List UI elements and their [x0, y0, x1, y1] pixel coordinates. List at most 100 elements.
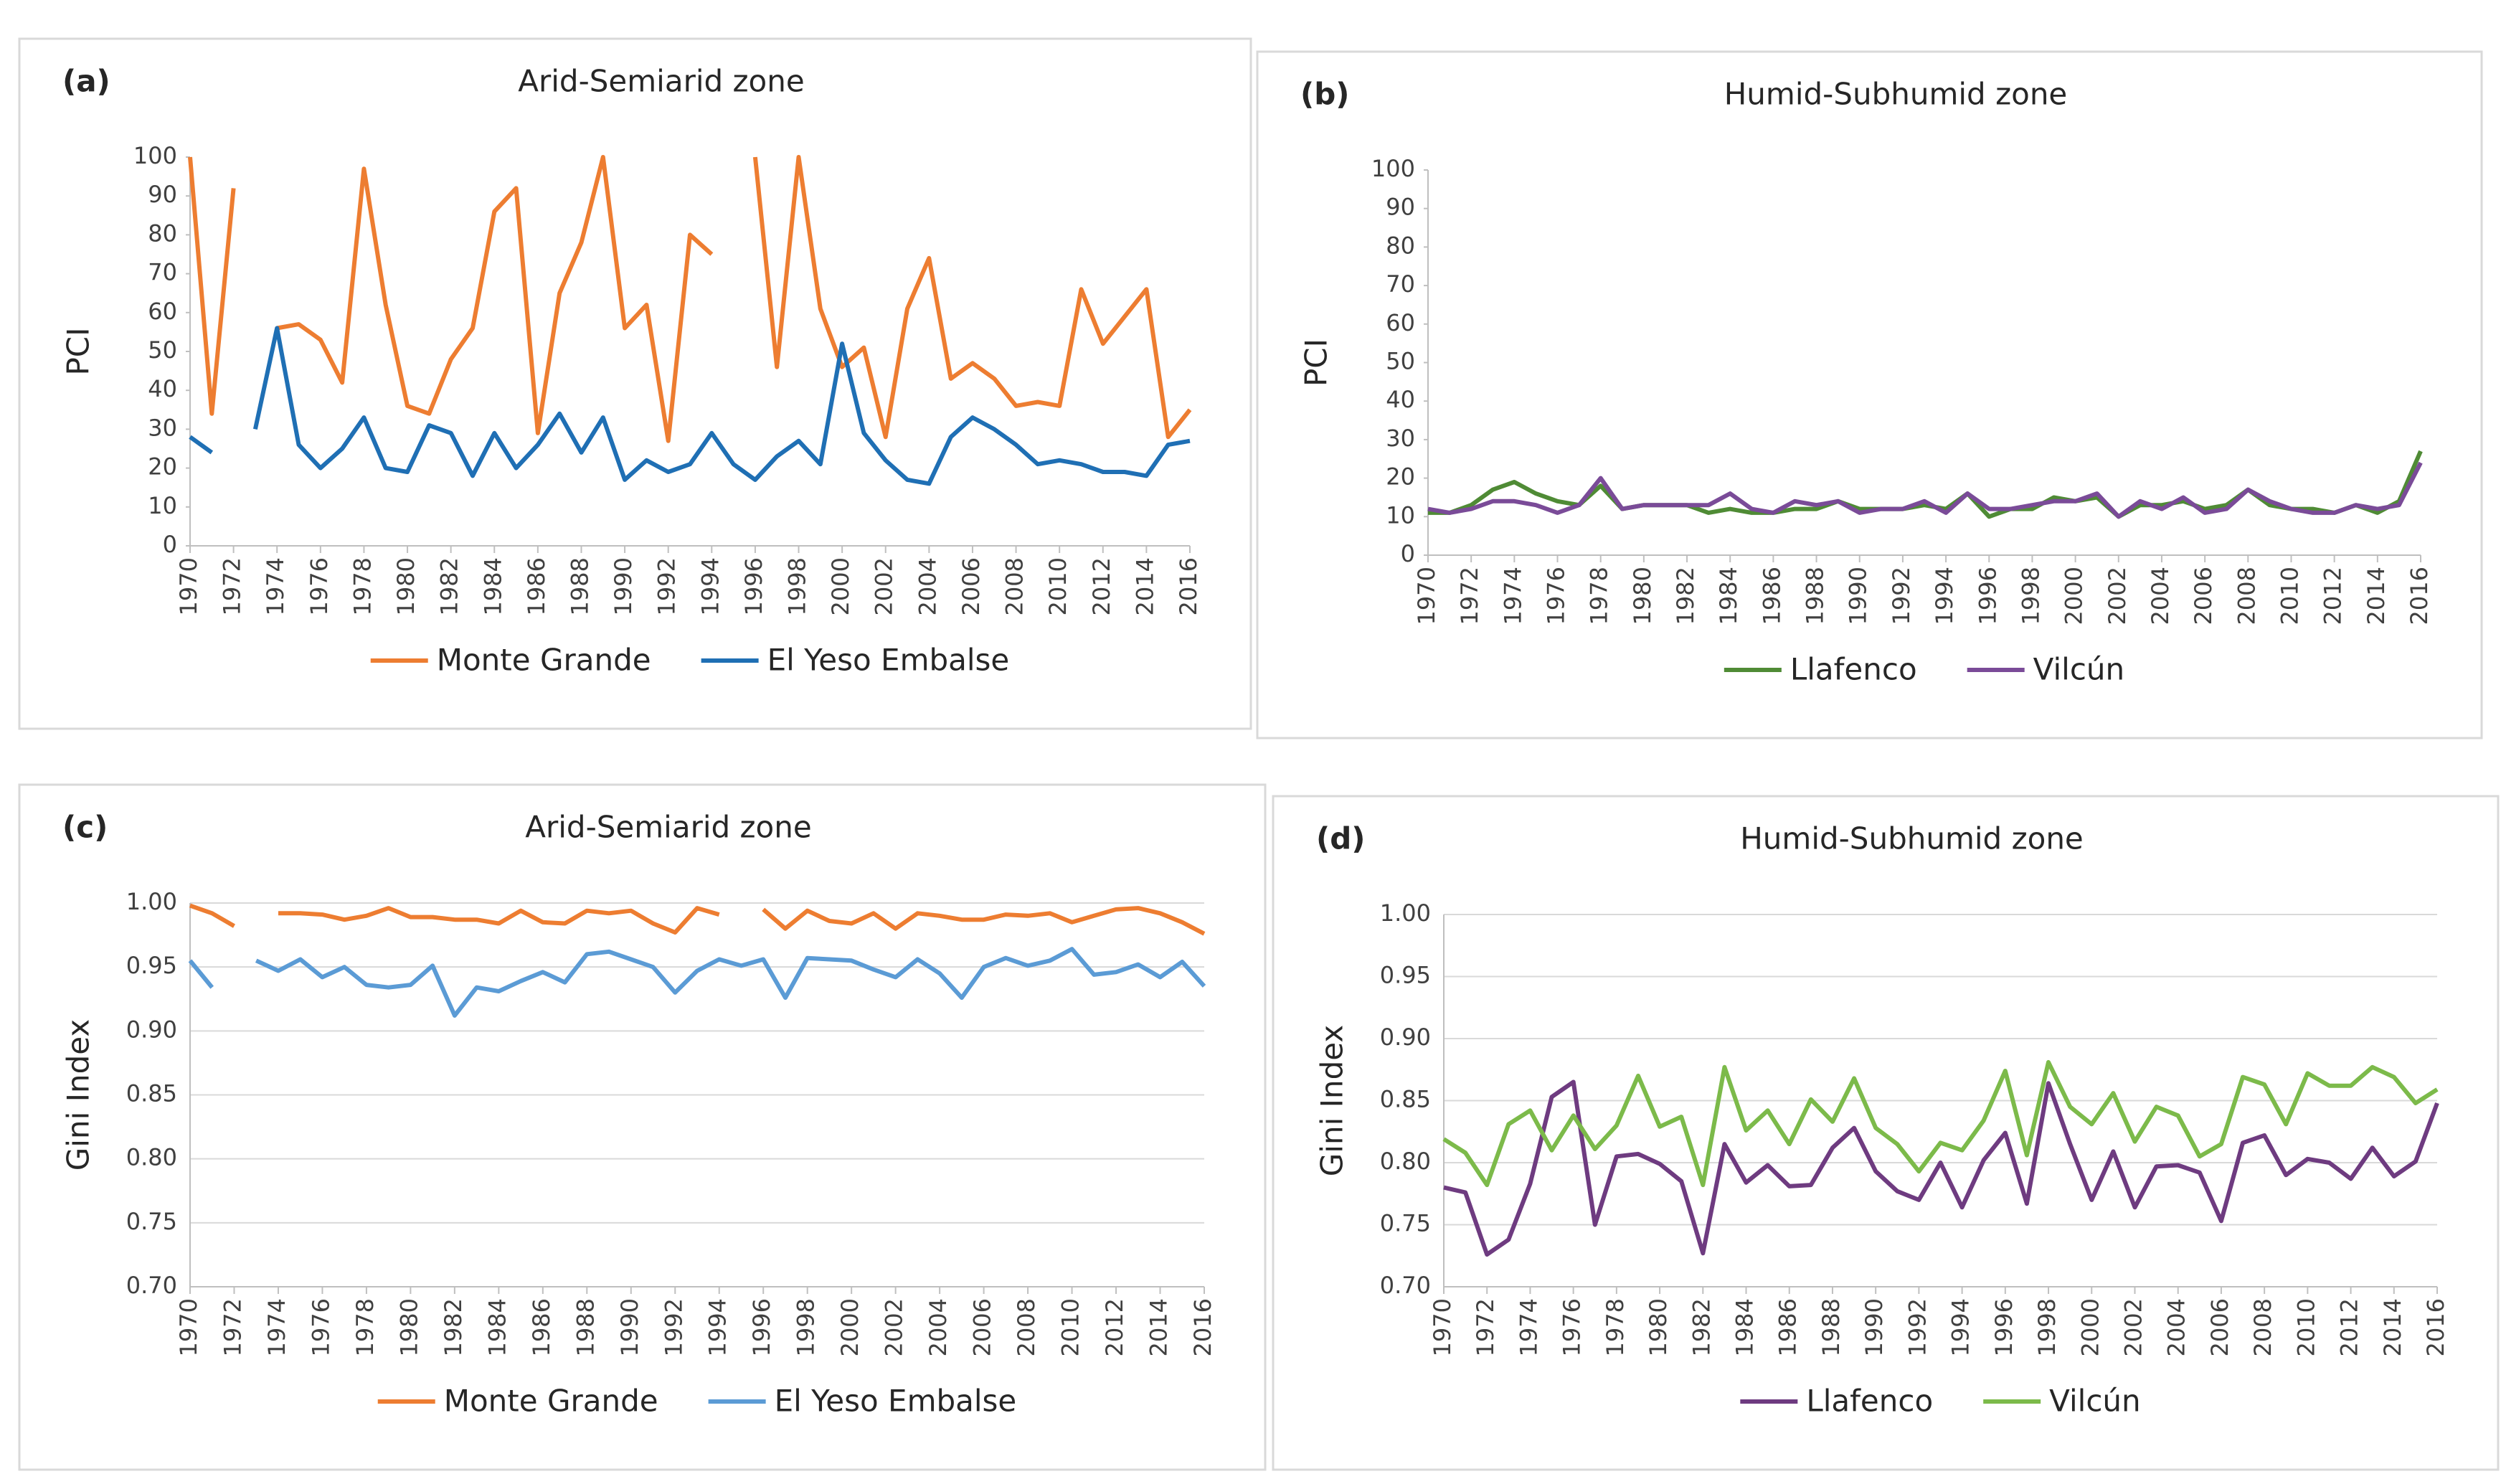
x-tick-label: 1984: [483, 1298, 511, 1356]
chart-title: Humid-Subhumid zone: [1724, 77, 2068, 112]
y-tick-label: 60: [1386, 309, 1415, 336]
x-tick-label: 1996: [740, 557, 767, 615]
x-tick-label: 1992: [660, 1298, 687, 1356]
x-tick-label: 2014: [2379, 1298, 2406, 1356]
x-tick-label: 2004: [2163, 1298, 2190, 1356]
x-tick-label: 1982: [1688, 1298, 1715, 1356]
y-axis-label: Gini Index: [1315, 1025, 1350, 1176]
y-tick-label: 1.00: [126, 888, 177, 915]
y-tick-label: 0.90: [1380, 1024, 1431, 1051]
legend-label: El Yeso Embalse: [767, 643, 1010, 678]
series-line: [189, 326, 1191, 486]
chart-panel: (a) Arid-Semiarid zone PCI 0 10 20 30 40 50 60 70 8…: [18, 37, 1252, 730]
y-tick-label: 0.90: [126, 1016, 177, 1043]
x-tick-label: 1996: [1990, 1298, 2018, 1356]
x-tick-label: 1998: [2017, 567, 2044, 625]
x-tick-label: 1994: [704, 1298, 732, 1356]
x-tick-label: 2004: [2147, 567, 2174, 625]
x-tick-label: 1976: [306, 557, 333, 615]
x-tick-label: 1976: [1543, 567, 1570, 625]
panel-border: [18, 37, 1252, 730]
x-tick-label: 2016: [1175, 557, 1202, 615]
x-tick-label: 1992: [1888, 567, 1915, 625]
x-tick-label: 2016: [2422, 1298, 2449, 1356]
y-tick-label: 0.75: [126, 1208, 177, 1235]
series-line: [1443, 1079, 2439, 1257]
x-tick-label: 1998: [793, 1298, 820, 1356]
panel-label: (a): [62, 64, 110, 99]
y-tick-label: 100: [133, 142, 177, 169]
panel-border: [1256, 50, 2483, 739]
legend-item: Vilcún: [1983, 1384, 2141, 1419]
x-tick-label: 1998: [2033, 1298, 2061, 1356]
x-tick-label: 2014: [1131, 557, 1158, 615]
x-tick-label: 1970: [1429, 1298, 1456, 1356]
series-line: [1442, 1059, 2439, 1188]
legend-item: El Yeso Embalse: [701, 643, 1010, 678]
x-tick-label: 1986: [1758, 567, 1785, 625]
x-tick-label: 1974: [263, 1298, 290, 1356]
y-tick-label: 0.85: [1380, 1086, 1431, 1113]
x-tick-label: 1974: [1499, 567, 1526, 625]
x-tick-label: 2012: [1101, 1298, 1128, 1356]
legend-label: Llafenco: [1790, 652, 1917, 687]
x-tick-label: 2010: [2292, 1298, 2320, 1356]
x-tick-label: 2006: [2206, 1298, 2233, 1356]
x-tick-label: 1980: [392, 557, 420, 615]
legend-item: Vilcún: [1967, 652, 2124, 687]
x-tick-label: 2000: [836, 1298, 864, 1356]
x-tick-label: 1978: [1586, 567, 1613, 625]
x-tick-label: 1970: [1413, 567, 1440, 625]
series-line: [189, 903, 1206, 936]
y-tick-label: 0: [1401, 540, 1415, 567]
x-tick-label: 2016: [2406, 567, 2433, 625]
x-tick-label: 1972: [1456, 567, 1483, 625]
x-tick-label: 1986: [528, 1298, 555, 1356]
series-line: [188, 155, 1192, 443]
x-tick-label: 2004: [925, 1298, 952, 1356]
y-tick-label: 10: [1386, 501, 1415, 529]
x-tick-label: 1980: [1645, 1298, 1672, 1356]
y-axis-label: PCI: [61, 327, 96, 375]
y-tick-label: 80: [1386, 232, 1415, 259]
legend-item: Llafenco: [1724, 652, 1917, 687]
x-tick-label: 2012: [2336, 1298, 2363, 1356]
y-tick-label: 0.95: [126, 952, 177, 979]
x-tick-label: 2006: [2190, 567, 2217, 625]
x-tick-label: 1990: [610, 557, 637, 615]
x-tick-label: 1982: [1672, 567, 1699, 625]
legend-item: Llafenco: [1740, 1384, 1933, 1419]
x-tick-label: 1986: [1774, 1298, 1802, 1356]
x-tick-label: 2006: [958, 557, 985, 615]
series-line: [1427, 461, 2423, 519]
x-tick-label: 2010: [1057, 1298, 1084, 1356]
legend-label: Llafenco: [1806, 1384, 1933, 1419]
legend-item: Monte Grande: [377, 1384, 658, 1419]
x-tick-label: 2012: [1088, 557, 1115, 615]
y-tick-label: 60: [148, 298, 177, 325]
legend-item: Monte Grande: [370, 643, 651, 678]
y-axis-label: PCI: [1299, 339, 1334, 387]
y-tick-label: 0.95: [1380, 962, 1431, 989]
panel-label: (c): [62, 810, 108, 845]
y-tick-label: 10: [148, 492, 177, 519]
legend-label: Monte Grande: [437, 643, 651, 678]
x-tick-label: 1988: [1802, 567, 1829, 625]
x-tick-label: 2002: [2119, 1298, 2147, 1356]
x-tick-label: 2016: [1189, 1298, 1216, 1356]
panel-label: (b): [1300, 77, 1349, 112]
x-tick-label: 2002: [871, 557, 898, 615]
y-tick-label: 50: [148, 336, 177, 364]
legend-label: Vilcún: [2049, 1384, 2140, 1419]
x-tick-label: 1974: [262, 557, 289, 615]
panel-border: [18, 783, 1267, 1471]
x-tick-label: 1970: [175, 557, 202, 615]
chart-panel: (c) Arid-Semiarid zone Gini Index 0.70 0.75 0…: [18, 783, 1267, 1471]
x-tick-label: 2000: [2076, 1298, 2104, 1356]
legend-label: Monte Grande: [444, 1384, 658, 1419]
x-tick-label: 2002: [881, 1298, 908, 1356]
x-tick-label: 1978: [349, 557, 376, 615]
x-tick-label: 1974: [1515, 1298, 1542, 1356]
y-tick-label: 0.75: [1380, 1210, 1431, 1237]
